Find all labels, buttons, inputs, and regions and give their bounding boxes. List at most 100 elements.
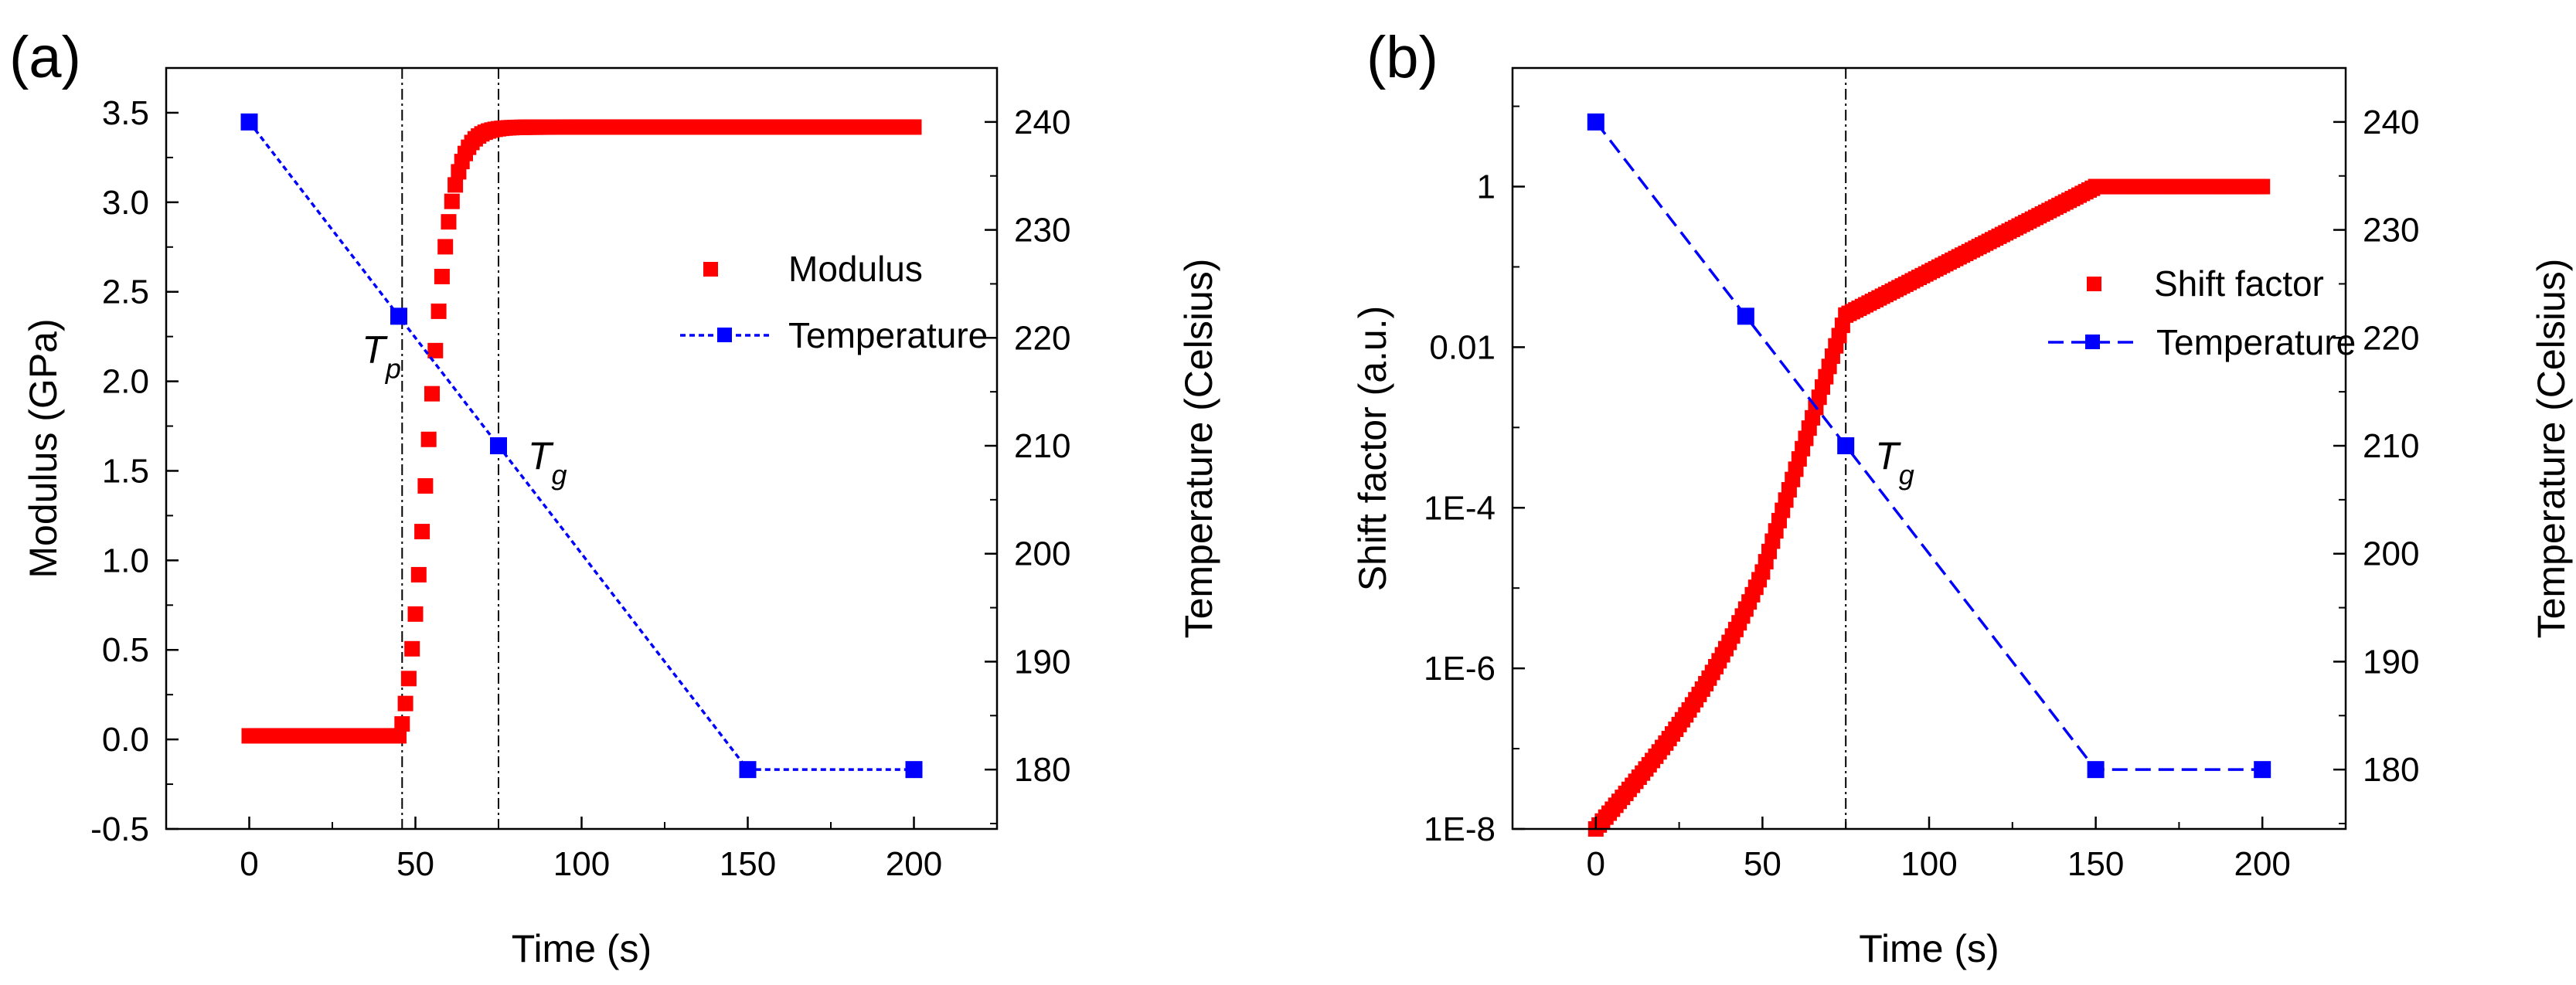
y2-tick-label: 240 [2363,104,2419,141]
temperature-line [1594,121,2263,771]
data-point-temperature [1737,307,1754,325]
panel-a-legend: Modulus Temperature [680,249,988,355]
annotation-tg: Tg [1875,434,1914,491]
data-point-temperature [2254,761,2271,779]
annotation-subscript: g [1899,459,1914,491]
legend-marker-temperature [717,328,732,342]
y2-tick-label: 210 [1014,427,1070,465]
legend-label-shift-factor: Shift factor [2154,263,2324,304]
y2-tick-label: 220 [1014,319,1070,357]
legend-marker-temperature-b [2085,335,2100,349]
x-tick-label: 100 [1901,845,1957,883]
data-point-modulus [447,177,464,193]
panel-a-y-axis-title: Modulus (GPa) [22,318,65,578]
annotation-main: T [1875,434,1901,477]
panel-a-ticks: 0 50 100 150 200 -0.5 0.0 0.5 1.0 1.5 2.0 2.5 3.0 3.5… [90,67,1070,883]
data-point-modulus [394,716,410,732]
panel-b-label: (b) [1366,25,1438,90]
legend-marker-modulus [703,262,718,277]
data-point-temperature [739,761,757,779]
temperature-line [248,121,914,771]
x-tick-label: 150 [720,845,776,883]
data-point-modulus [420,431,437,447]
y-tick-label: 2.5 [102,273,149,311]
y2-tick-label: 180 [2363,751,2419,789]
panel-b-ticks: 0 50 100 150 200 1E-8 1E-6 1E-4 0.01 1 180 190 200 21… [1424,67,2419,883]
data-point-modulus [430,303,447,319]
panel-a-x-axis-title: Time (s) [512,927,652,970]
y2-tick-label: 240 [1014,104,1070,141]
y-tick-label: 0.01 [1429,328,1496,366]
data-point-modulus [424,386,440,402]
y2-tick-label: 200 [1014,535,1070,573]
annotation-tg: Tg [528,434,567,491]
annotation-tp: Tp [362,328,401,384]
y-tick-label: 1 [1477,168,1496,206]
y-tick-label: -0.5 [90,810,149,848]
panel-b-x-axis-title: Time (s) [1859,927,1999,970]
panel-b-legend: Shift factor Temperature [2048,263,2356,362]
data-point-modulus [391,728,407,744]
panel-a-y2-axis-title: Temperature (Celsius) [1177,259,1220,639]
data-point-temperature [1837,437,1855,455]
annotation-subscript: p [385,352,401,384]
data-point-modulus [444,193,460,209]
y-tick-label: 0.0 [102,721,149,759]
y2-tick-label: 200 [2363,535,2419,573]
annotation-subscript: g [552,459,567,491]
data-point-modulus [417,477,434,494]
panel-a-plot-frame [165,66,999,830]
data-point-modulus [441,214,457,230]
data-point-temperature [905,761,923,779]
data-point-modulus [404,640,420,657]
y-tick-label: 3.0 [102,184,149,222]
panel-b-marks: Tg [1587,68,2271,837]
data-point-temperature [1587,113,1604,131]
legend-label-temperature-b: Temperature [2156,322,2356,362]
x-tick-label: 150 [2067,845,2124,883]
data-point-modulus [414,524,430,540]
data-point-modulus [397,695,413,712]
y-tick-label: 0.5 [102,631,149,669]
x-tick-label: 0 [240,845,258,883]
y-tick-label: 1.5 [102,452,149,490]
x-tick-label: 0 [1587,845,1605,883]
y2-tick-label: 180 [1014,751,1070,789]
data-point-modulus [437,239,454,255]
y-tick-label: 1.0 [102,542,149,579]
x-tick-label: 50 [1744,845,1781,883]
x-tick-label: 50 [396,845,434,883]
x-tick-label: 200 [2234,845,2290,883]
y-tick-label: 3.5 [102,94,149,132]
panel-b-shift-factor-chart: (b) Tg 0 50 100 150 200 1E-8 1E-6 1E-4 0.01 1 180 1… [1351,25,2573,970]
data-point-modulus [434,268,450,284]
annotation-main: T [362,328,388,371]
annotation-main: T [528,434,554,477]
legend-label-temperature: Temperature [788,315,988,355]
y2-tick-label: 230 [1014,212,1070,250]
data-point-temperature [240,113,258,131]
data-point-temperature [390,307,407,325]
y2-tick-label: 210 [2363,427,2419,465]
y-tick-label: 2.0 [102,363,149,401]
y-tick-label: 1E-6 [1424,650,1496,688]
panel-a-label: (a) [9,25,81,90]
y-tick-label: 1E-8 [1424,810,1496,848]
y2-tick-label: 220 [2363,319,2419,357]
panel-b-y-axis-title: Shift factor (a.u.) [1351,306,1394,592]
data-point-modulus [906,119,922,135]
legend-label-modulus: Modulus [788,249,923,289]
data-point-temperature [490,437,507,455]
y2-tick-label: 190 [2363,643,2419,681]
legend-marker-shift-factor [2087,277,2101,291]
data-point-modulus [400,671,417,687]
data-point-modulus [410,566,427,583]
y2-tick-label: 190 [1014,643,1070,681]
x-tick-label: 100 [553,845,610,883]
panel-b-y2-axis-title: Temperature (Celsius) [2530,259,2573,639]
data-point-modulus [427,342,444,358]
data-point-temperature [2087,761,2105,779]
y-tick-label: 1E-4 [1424,489,1496,527]
